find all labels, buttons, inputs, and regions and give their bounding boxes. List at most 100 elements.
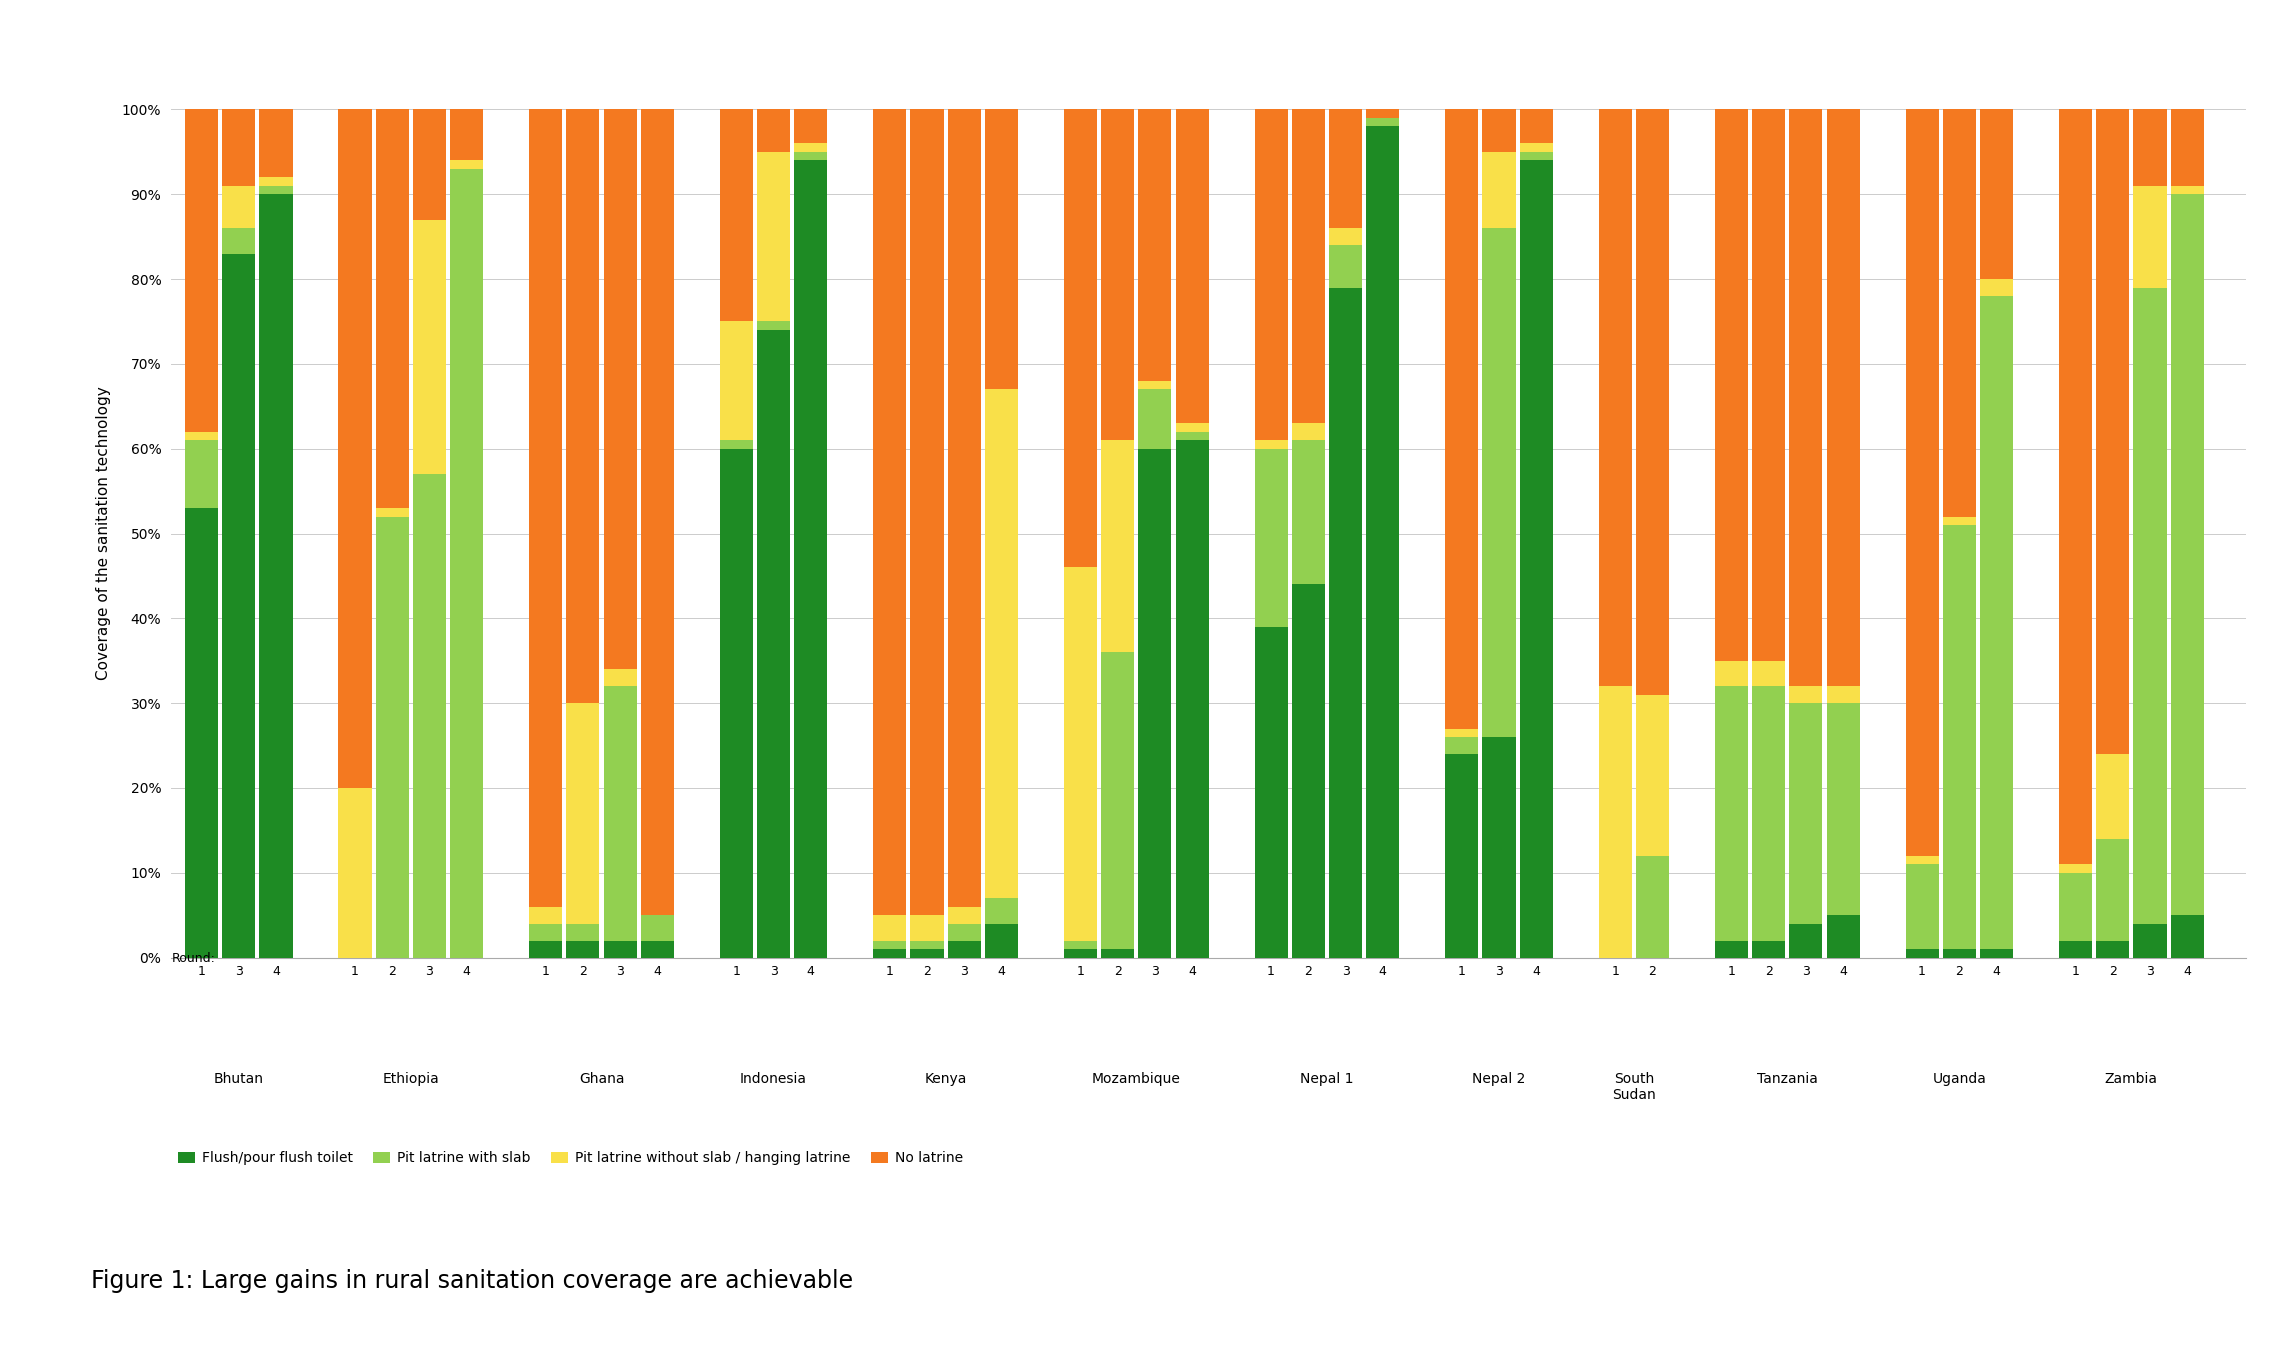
Bar xyxy=(1176,423,1208,432)
Bar xyxy=(1979,279,2013,295)
Bar xyxy=(1482,109,1516,152)
Bar xyxy=(1482,737,1516,958)
Bar xyxy=(449,109,483,160)
Bar xyxy=(793,160,828,958)
Bar xyxy=(1598,109,1632,687)
Text: Ethiopia: Ethiopia xyxy=(383,1073,440,1086)
Bar xyxy=(793,144,828,152)
Bar xyxy=(1101,109,1133,440)
Bar xyxy=(948,109,980,907)
Bar xyxy=(793,152,828,160)
Text: South
Sudan: South Sudan xyxy=(1612,1073,1655,1103)
Bar xyxy=(376,517,408,958)
Bar xyxy=(529,907,563,923)
Bar xyxy=(1943,525,1977,949)
Bar xyxy=(873,915,907,941)
Bar xyxy=(1826,687,1860,703)
Bar xyxy=(1065,109,1097,568)
Text: Mozambique: Mozambique xyxy=(1092,1073,1181,1086)
Bar xyxy=(604,687,636,941)
Bar xyxy=(2095,839,2130,941)
Bar xyxy=(529,923,563,941)
Bar xyxy=(2059,873,2093,941)
Bar xyxy=(1790,923,1822,958)
Text: Kenya: Kenya xyxy=(923,1073,967,1086)
Bar xyxy=(449,168,483,958)
Bar xyxy=(221,186,255,228)
Bar xyxy=(873,941,907,949)
Text: Bhutan: Bhutan xyxy=(214,1073,264,1086)
Bar xyxy=(2134,186,2166,287)
Bar xyxy=(1751,109,1785,661)
Text: Round:: Round: xyxy=(171,952,217,964)
Bar xyxy=(1906,856,1938,865)
Bar xyxy=(185,432,219,440)
Bar xyxy=(1065,949,1097,958)
Text: Nepal 2: Nepal 2 xyxy=(1473,1073,1525,1086)
Bar xyxy=(1906,109,1938,856)
Bar xyxy=(1446,737,1477,754)
Bar xyxy=(720,109,752,321)
Bar xyxy=(1329,109,1361,228)
Bar xyxy=(1176,440,1208,958)
Bar xyxy=(1101,949,1133,958)
Bar xyxy=(985,923,1017,958)
Bar xyxy=(1254,109,1288,440)
Bar xyxy=(910,915,944,941)
Bar xyxy=(565,109,600,703)
Bar xyxy=(1446,109,1477,729)
Bar xyxy=(1293,584,1325,958)
Bar xyxy=(873,109,907,915)
Bar xyxy=(757,330,791,958)
Bar xyxy=(1826,915,1860,958)
Bar xyxy=(1254,449,1288,627)
Bar xyxy=(1329,228,1361,245)
Bar xyxy=(641,109,675,915)
Bar xyxy=(1979,949,2013,958)
Bar xyxy=(1176,109,1208,423)
Bar xyxy=(1790,703,1822,923)
Bar xyxy=(337,109,372,788)
Bar xyxy=(529,109,563,907)
Legend: Flush/pour flush toilet, Pit latrine with slab, Pit latrine without slab / hangi: Flush/pour flush toilet, Pit latrine wit… xyxy=(178,1150,962,1166)
Bar xyxy=(2134,287,2166,923)
Bar xyxy=(2059,865,2093,873)
Bar xyxy=(1482,228,1516,737)
Bar xyxy=(948,907,980,923)
Bar xyxy=(2059,109,2093,865)
Bar xyxy=(413,109,447,220)
Bar xyxy=(1138,109,1172,380)
Bar xyxy=(565,703,600,923)
Bar xyxy=(873,949,907,958)
Bar xyxy=(2095,941,2130,958)
Bar xyxy=(1366,109,1400,118)
Bar xyxy=(1715,687,1749,941)
Bar xyxy=(1979,295,2013,949)
Bar xyxy=(720,440,752,449)
Bar xyxy=(1293,423,1325,440)
Bar xyxy=(1329,287,1361,958)
Bar xyxy=(260,109,292,178)
Bar xyxy=(376,109,408,508)
Y-axis label: Coverage of the sanitation technology: Coverage of the sanitation technology xyxy=(96,387,112,680)
Bar xyxy=(1943,109,1977,517)
Bar xyxy=(1635,856,1669,958)
Bar xyxy=(2171,186,2205,194)
Bar xyxy=(376,508,408,517)
Bar xyxy=(565,941,600,958)
Bar xyxy=(1521,144,1553,152)
Bar xyxy=(337,788,372,958)
Bar xyxy=(985,899,1017,923)
Bar xyxy=(1943,517,1977,525)
Bar xyxy=(1521,109,1553,144)
Bar xyxy=(1366,126,1400,958)
Bar xyxy=(565,923,600,941)
Text: Nepal 1: Nepal 1 xyxy=(1300,1073,1354,1086)
Bar xyxy=(529,941,563,958)
Bar xyxy=(1979,109,2013,279)
Bar xyxy=(185,440,219,508)
Bar xyxy=(985,390,1017,899)
Bar xyxy=(449,160,483,168)
Bar xyxy=(1065,941,1097,949)
Bar xyxy=(1751,661,1785,687)
